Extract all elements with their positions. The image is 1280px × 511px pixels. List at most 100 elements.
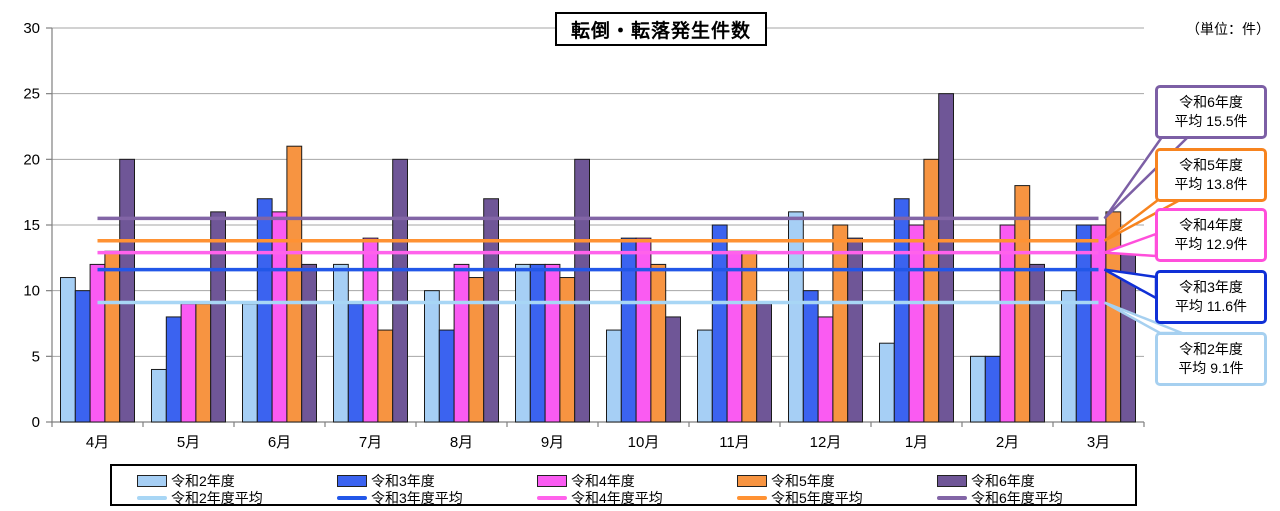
average-lines	[97, 216, 1099, 305]
bar-s0-m0	[60, 277, 76, 423]
callout-line1: 令和5年度	[1179, 157, 1243, 173]
bar-s4-m9	[938, 93, 955, 423]
bar-s3-m1	[195, 303, 212, 423]
bar-s1-m1	[165, 316, 182, 423]
legend-label: 令和2年度平均	[171, 490, 263, 506]
legend-item-r5: 令和5年度	[737, 471, 835, 491]
legend-item-r4-avg: 令和4年度平均	[537, 488, 663, 508]
bar-s3-m8	[832, 224, 849, 423]
legend-swatch	[537, 475, 567, 487]
bar-s0-m10	[970, 355, 986, 423]
callout-line2: 平均 13.8件	[1174, 176, 1248, 192]
x-tick-label: 9月	[541, 434, 564, 451]
callout-line2: 平均 9.1件	[1178, 360, 1244, 376]
bar-s1-m8	[802, 290, 819, 423]
callout-line1: 令和3年度	[1179, 279, 1243, 295]
callout-line2: 平均 15.5件	[1174, 113, 1248, 129]
bar-s0-m5	[515, 263, 531, 423]
bar-s3-m3	[377, 329, 394, 423]
bar-s3-m11	[1105, 211, 1122, 423]
y-tick-label: 10	[23, 283, 40, 300]
x-tick-label: 1月	[905, 434, 928, 451]
y-tick-label: 5	[32, 348, 40, 365]
bar-s3-m7	[741, 250, 758, 423]
legend-line-swatch	[737, 496, 767, 500]
bar-s3-m4	[468, 277, 485, 423]
bar-s4-m3	[392, 158, 409, 423]
bar-s3-m2	[286, 145, 303, 423]
x-tick-label: 10月	[628, 434, 660, 451]
legend-label: 令和6年度平均	[971, 490, 1063, 506]
legend-label: 令和4年度	[571, 473, 635, 489]
legend-label: 令和5年度	[771, 473, 835, 489]
bar-s0-m1	[151, 368, 167, 423]
bar-s2-m1	[180, 303, 197, 423]
legend: 令和2年度 令和3年度 令和4年度 令和5年度 令和6年度 令和2年度平均 令和…	[110, 464, 1137, 506]
legend-item-r5-avg: 令和5年度平均	[737, 488, 863, 508]
bar-s4-m7	[756, 303, 773, 423]
legend-swatch	[937, 475, 967, 487]
legend-swatch	[737, 475, 767, 487]
legend-line-swatch	[337, 496, 367, 500]
bar-s0-m11	[1061, 290, 1077, 423]
bar-s1-m11	[1075, 224, 1092, 423]
legend-item-r3: 令和3年度	[337, 471, 435, 491]
bar-s0-m9	[879, 342, 895, 423]
bar-s1-m6	[620, 237, 637, 423]
bar-s3-m6	[650, 263, 667, 423]
x-tick-label: 6月	[268, 434, 291, 451]
bars	[60, 93, 1136, 423]
bar-s2-m11	[1090, 224, 1107, 423]
axes	[46, 27, 1145, 427]
bar-s1-m7	[711, 224, 728, 423]
callout-line1: 令和6年度	[1179, 94, 1243, 110]
legend-line-swatch	[137, 496, 167, 500]
callout-r6-average: 令和6年度 平均 15.5件	[1155, 85, 1267, 139]
bar-s1-m10	[984, 355, 1001, 423]
bar-s2-m7	[726, 250, 743, 423]
legend-label: 令和4年度平均	[571, 490, 663, 506]
bar-s4-m10	[1029, 263, 1045, 423]
bar-s0-m6	[606, 329, 622, 423]
chart-title: 転倒・転落発生件数	[555, 12, 767, 46]
bar-s2-m3	[362, 237, 379, 423]
unit-label: （単位：件）	[1186, 21, 1270, 37]
callout-r3-average: 令和3年度 平均 11.6件	[1155, 270, 1267, 324]
axis-labels: 0 5 10 15 20 25 30 4月 5月 6月 7月 8月 9月 10月 11月 12月 1月 2月 3月	[23, 20, 1110, 451]
bar-s2-m4	[453, 263, 470, 423]
bar-s1-m5	[529, 263, 546, 423]
bar-s1-m2	[256, 198, 273, 423]
callout-line2: 平均 11.6件	[1174, 298, 1248, 314]
legend-item-r2-avg: 令和2年度平均	[137, 488, 263, 508]
bar-s0-m8	[788, 211, 804, 423]
x-tick-label: 7月	[359, 434, 382, 451]
bar-s4-m5	[574, 158, 591, 423]
x-tick-label: 4月	[86, 434, 109, 451]
bar-s2-m5	[544, 263, 561, 423]
bar-s1-m9	[893, 198, 910, 423]
callout-line2: 平均 12.9件	[1174, 236, 1248, 252]
bar-s3-m9	[923, 158, 940, 423]
bar-s2-m2	[271, 211, 288, 423]
legend-item-r6-avg: 令和6年度平均	[937, 488, 1063, 508]
legend-item-r2: 令和2年度	[137, 471, 235, 491]
y-tick-label: 30	[23, 20, 40, 37]
bar-s4-m1	[210, 211, 226, 423]
y-tick-label: 15	[23, 217, 40, 234]
x-tick-label: 5月	[177, 434, 200, 451]
callout-line1: 令和4年度	[1179, 217, 1243, 233]
legend-line-swatch	[937, 496, 967, 500]
legend-label: 令和6年度	[971, 473, 1035, 489]
bar-s4-m4	[483, 198, 500, 423]
x-tick-label: 2月	[996, 434, 1019, 451]
bar-s2-m9	[908, 224, 925, 423]
legend-swatch	[137, 475, 167, 487]
callout-r2-average: 令和2年度 平均 9.1件	[1155, 332, 1267, 386]
bar-s0-m3	[333, 263, 349, 423]
bar-s4-m8	[847, 237, 864, 423]
x-tick-label: 3月	[1087, 434, 1110, 451]
legend-label: 令和5年度平均	[771, 490, 863, 506]
legend-label: 令和2年度	[171, 473, 235, 489]
